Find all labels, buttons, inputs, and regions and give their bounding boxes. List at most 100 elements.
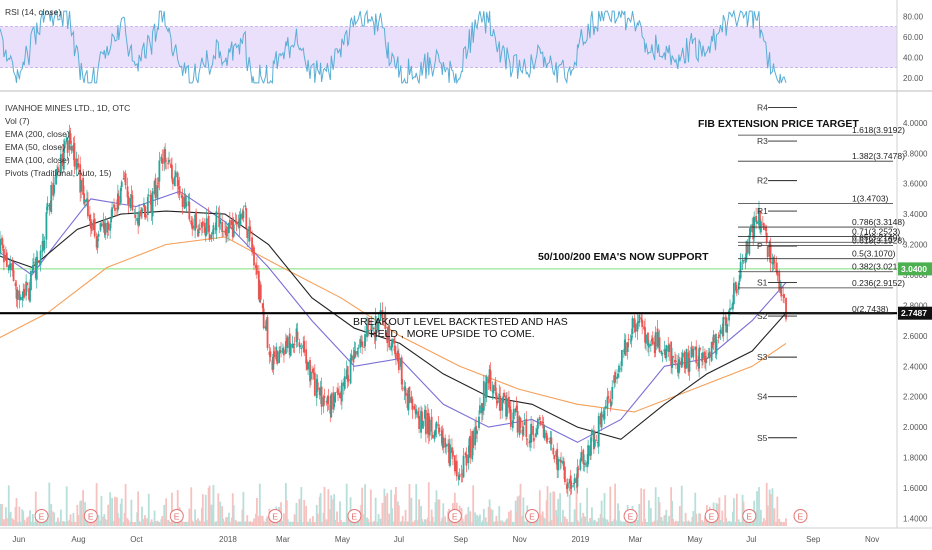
volume-bar (366, 517, 368, 526)
candle-body (370, 323, 373, 332)
volume-bar (211, 511, 214, 526)
volume-bar (339, 501, 341, 526)
candle-body (305, 349, 308, 364)
candle-body (506, 398, 508, 417)
volume-bar (326, 521, 329, 526)
volume-bar (468, 520, 471, 526)
volume-bar (583, 516, 586, 526)
candle-body (25, 281, 28, 296)
volume-bar (87, 521, 89, 526)
candle-body (249, 226, 252, 234)
candle-body (119, 188, 122, 203)
volume-bar (546, 486, 549, 526)
candle-body (622, 350, 625, 352)
candle-body (3, 249, 5, 263)
candle-body (664, 350, 667, 358)
candle-body (357, 347, 360, 349)
volume-bar (580, 517, 583, 526)
volume-bar (683, 521, 686, 526)
volume-bar (465, 514, 468, 526)
candle-body (575, 477, 578, 484)
volume-bar (457, 521, 460, 526)
volume-bar (174, 520, 177, 526)
price-tick-label: 2.4000 (903, 362, 928, 371)
candle-body (228, 222, 230, 234)
candle-body (241, 212, 244, 219)
price-tick-label: 2.8000 (903, 301, 928, 310)
volume-bar (204, 494, 207, 526)
volume-bar (30, 521, 32, 526)
volume-bar (667, 521, 670, 526)
volume-bar (316, 513, 319, 526)
volume-bar (579, 502, 582, 526)
candle-body (21, 296, 24, 301)
candle-body (283, 349, 285, 356)
candle-body (752, 225, 755, 240)
volume-bar (692, 510, 695, 526)
candle-body (245, 208, 248, 229)
candle-body (780, 286, 783, 297)
volume-bar (322, 512, 325, 526)
candle-body (315, 379, 318, 398)
rsi-tick-label: 60.00 (903, 33, 924, 42)
candle-body (280, 350, 282, 352)
candle-body (468, 438, 471, 453)
volume-bar (264, 521, 267, 526)
volume-bar (680, 485, 683, 526)
candle-body (177, 186, 180, 190)
candle-body (231, 221, 234, 238)
candle-body (288, 333, 291, 356)
volume-bar (745, 521, 748, 526)
candle-body (52, 182, 55, 196)
volume-bar (648, 500, 650, 526)
candle-body (694, 346, 697, 350)
volume-bar (514, 500, 517, 526)
candle-body (511, 420, 514, 429)
candle-body (454, 464, 457, 468)
candle-body (609, 398, 612, 404)
volume-bar (246, 515, 249, 526)
volume-bar (741, 494, 744, 526)
rsi-tick-label: 20.00 (903, 74, 924, 83)
candle-body (732, 302, 734, 310)
volume-bar (134, 521, 137, 526)
candle-body (512, 408, 515, 420)
volume-bar (644, 519, 646, 526)
candle-body (333, 403, 336, 408)
volume-bar (424, 519, 427, 526)
candle-body (230, 220, 233, 226)
volume-bar (124, 484, 127, 526)
volume-bar (766, 505, 769, 526)
candle-body (194, 214, 197, 231)
volume-bar (226, 516, 228, 526)
candle-body (379, 310, 382, 321)
volume-bar (53, 512, 56, 526)
volume-bar (707, 520, 710, 526)
volume-bar (440, 521, 443, 526)
candle-body (556, 448, 559, 470)
candle-body (144, 214, 147, 218)
volume-bar (368, 521, 370, 526)
volume-bar (292, 521, 295, 526)
volume-bar (8, 514, 11, 526)
volume-bar (756, 491, 758, 526)
volume-bar (755, 511, 757, 526)
rsi-tick-label: 80.00 (903, 12, 924, 21)
candle-body (316, 382, 319, 390)
candle-body (714, 334, 717, 352)
volume-bar (199, 520, 201, 526)
candle-body (564, 466, 566, 483)
candle-body (86, 198, 88, 203)
volume-bar (361, 487, 364, 526)
fib-level-label: 0.618(3.1928) (852, 236, 905, 246)
volume-bar (728, 520, 730, 526)
candle-body (505, 395, 507, 417)
volume-bar (111, 497, 113, 526)
volume-bar (427, 482, 430, 526)
volume-bar (109, 492, 112, 526)
candle-body (19, 296, 22, 300)
candle-body (286, 336, 289, 349)
volume-bar (96, 521, 99, 526)
volume-bar (194, 509, 197, 526)
